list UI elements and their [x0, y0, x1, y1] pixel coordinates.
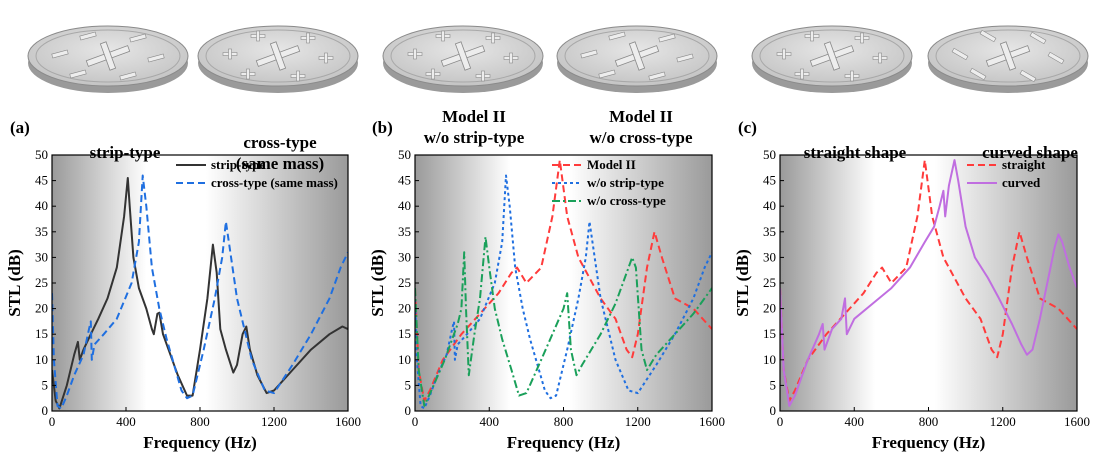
y-tick-label: 50	[35, 147, 48, 162]
plot-background	[52, 155, 348, 411]
y-tick-label: 15	[35, 326, 48, 341]
plate-illustration	[751, 25, 913, 93]
x-tick-label: 800	[190, 414, 210, 429]
legend-label: Model II	[587, 157, 636, 172]
chart-panel-a: 0 5 10 15 20 25 30 35 40 45 50 0 400 800 1200 1600 Frequ…	[5, 147, 361, 452]
x-tick-label: 800	[919, 414, 939, 429]
plate-label-straight-shape: straight shape	[803, 143, 907, 162]
plate-label-model2-wo-cross: Model II w/o cross-type	[589, 107, 693, 147]
chart-panel-c: 0 5 10 15 20 25 30 35 40 45 50 0 400 800 1200 1600 Frequ…	[733, 147, 1090, 452]
panel-label-c: (c)	[738, 118, 757, 137]
plate-label-curved-shape: curved shape	[982, 143, 1078, 162]
y-tick-label: 5	[405, 377, 412, 392]
x-tick-label: 400	[845, 414, 865, 429]
series-line-w-o-cross-type	[415, 235, 712, 407]
legend-label: strip-type	[211, 157, 265, 172]
plate-illustration	[382, 25, 544, 93]
series-line-cross-type-same-mass-	[52, 174, 348, 410]
y-tick-label: 30	[763, 249, 776, 264]
x-tick-label: 800	[554, 414, 574, 429]
legend-label: w/o strip-type	[587, 175, 664, 190]
x-axis-label: Frequency (Hz)	[507, 433, 620, 452]
x-tick-label: 1200	[261, 414, 287, 429]
series-line-curved	[780, 159, 1077, 407]
y-tick-label: 45	[398, 173, 411, 188]
y-tick-label: 35	[35, 224, 48, 239]
plate-label-cross-type: cross-type (same mass)	[235, 133, 325, 173]
y-tick-label: 30	[35, 249, 48, 264]
y-tick-label: 20	[398, 301, 411, 316]
y-tick-label: 25	[398, 275, 411, 290]
y-tick-label: 10	[35, 352, 48, 367]
y-tick-label: 40	[398, 198, 411, 213]
plot-background	[415, 155, 712, 411]
plate-illustration	[197, 25, 359, 93]
plate-illustration	[927, 25, 1089, 93]
y-axis-label: STL (dB)	[733, 249, 752, 317]
panel-label-a: (a)	[10, 118, 30, 137]
y-tick-label: 35	[763, 224, 776, 239]
plate-illustration	[556, 25, 718, 93]
x-tick-label: 1600	[335, 414, 361, 429]
plate-label-strip-type: strip-type	[89, 143, 161, 162]
y-tick-label: 25	[35, 275, 48, 290]
x-tick-label: 1600	[1064, 414, 1090, 429]
y-tick-label: 35	[398, 224, 411, 239]
y-tick-label: 30	[398, 249, 411, 264]
plate-illustration	[27, 25, 189, 93]
y-tick-label: 5	[42, 377, 49, 392]
y-axis-label: STL (dB)	[368, 249, 387, 317]
y-tick-label: 0	[405, 403, 412, 418]
y-tick-label: 20	[763, 301, 776, 316]
x-tick-label: 400	[116, 414, 136, 429]
plot-background	[780, 155, 1077, 411]
plate-label-model2-wo-strip: Model II w/o strip-type	[423, 107, 525, 147]
x-tick-label: 1600	[699, 414, 725, 429]
series-line-w-o-strip-type	[415, 174, 712, 410]
x-axis-label: Frequency (Hz)	[143, 433, 256, 452]
y-tick-label: 10	[763, 352, 776, 367]
y-tick-label: 20	[35, 301, 48, 316]
y-tick-label: 25	[763, 275, 776, 290]
x-tick-label: 0	[777, 414, 784, 429]
y-tick-label: 50	[398, 147, 411, 162]
y-tick-label: 10	[398, 352, 411, 367]
panel-label-b: (b)	[372, 118, 393, 137]
y-tick-label: 15	[763, 326, 776, 341]
y-tick-label: 40	[763, 198, 776, 213]
x-tick-label: 1200	[625, 414, 651, 429]
legend-label: w/o cross-type	[587, 193, 666, 208]
x-tick-label: 400	[480, 414, 500, 429]
x-axis-label: Frequency (Hz)	[872, 433, 985, 452]
series-line-straight	[780, 159, 1077, 402]
x-tick-label: 0	[49, 414, 56, 429]
chart-panel-b: 0 5 10 15 20 25 30 35 40 45 50 0 400 800 1200 1600 Frequ…	[368, 147, 725, 452]
y-tick-label: 45	[763, 173, 776, 188]
y-tick-label: 50	[763, 147, 776, 162]
legend-label: curved	[1002, 175, 1041, 190]
y-tick-label: 15	[398, 326, 411, 341]
legend-label: straight	[1002, 157, 1046, 172]
y-axis-label: STL (dB)	[5, 249, 24, 317]
y-tick-label: 0	[42, 403, 49, 418]
series-line-model-ii	[415, 159, 712, 402]
y-tick-label: 5	[770, 377, 777, 392]
y-tick-label: 45	[35, 173, 48, 188]
x-tick-label: 1200	[990, 414, 1016, 429]
y-tick-label: 0	[770, 403, 777, 418]
x-tick-label: 0	[412, 414, 419, 429]
y-tick-label: 40	[35, 198, 48, 213]
legend-label: cross-type (same mass)	[211, 175, 338, 190]
